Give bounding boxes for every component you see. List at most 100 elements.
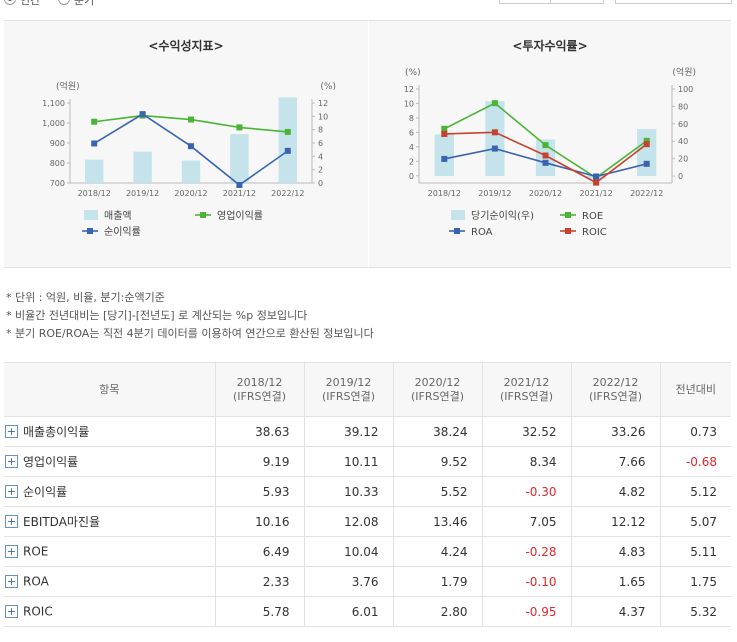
x-axis-tick-label: 2019/12	[478, 189, 511, 198]
x-axis-tick-label: 2020/12	[174, 189, 207, 198]
value-cell: 9.52	[393, 446, 483, 477]
expand-plus-icon[interactable]: +	[5, 605, 18, 619]
right-axis-tick-label: 0	[318, 179, 323, 188]
legend-line-marker	[565, 228, 571, 234]
table-row-label-cell: + ROIC	[4, 596, 216, 627]
annual-radio[interactable]	[4, 0, 16, 5]
value-cell: 32.52	[482, 416, 572, 447]
expand-plus-icon[interactable]: +	[5, 545, 18, 559]
legend-line-marker	[565, 212, 571, 218]
net-margin-point	[236, 182, 243, 188]
right-axis-tick-label: 12	[318, 99, 328, 108]
legend-label: ROIC	[582, 227, 607, 238]
table-row-label: 순이익률	[23, 485, 68, 499]
right-axis-tick-label: 60	[678, 120, 688, 129]
net-margin-point	[91, 140, 98, 147]
left-axis-tick-label: 12	[404, 85, 414, 94]
investment-return-chart-panel: <투자수익률> (%) (억원) 0 2 4 6 8 10 12 0 20 40 60 80 100 2018…	[369, 20, 731, 268]
table-row-label-cell: + 매출총이익률	[4, 416, 216, 447]
legend-line-marker	[87, 228, 93, 234]
bar-2019-12	[485, 101, 505, 177]
expand-plus-icon[interactable]: +	[5, 485, 18, 498]
legend-line-marker	[200, 212, 206, 218]
table-row-label-cell: + ROE	[4, 536, 216, 567]
left-axis-unit: (억원)	[56, 80, 80, 92]
table-row-label: ROE	[23, 544, 49, 559]
bar-2019-12	[133, 151, 152, 183]
header-year: 2019/12 (IFRS연결)	[303, 362, 394, 417]
table-row: + ROA 2.33 3.76 1.79 -0.10 1.65 1.75	[4, 566, 731, 597]
value-cell: 38.24	[393, 416, 483, 447]
note-quarter: * 분기 ROE/ROA는 직전 4분기 데이터를 이용하여 연간으로 환산된 …	[6, 327, 374, 340]
table-row-label: ROIC	[23, 604, 53, 619]
table-row: + EBITDA마진율 10.16 12.08 13.46 7.05 12.12 5.07	[4, 506, 731, 537]
left-axis-tick-label: 0	[409, 172, 414, 181]
operating-margin-point	[284, 128, 291, 135]
toolbar-select[interactable]	[615, 0, 732, 4]
table-row: + 순이익률 5.93 10.33 5.52 -0.30 4.82 5.12	[4, 476, 731, 507]
annual-radio-label: 연간	[20, 0, 41, 7]
left-axis-tick-label: 2	[409, 157, 414, 166]
header-year: 2020/12 (IFRS연결)	[392, 362, 483, 417]
value-cell: 5.93	[215, 476, 305, 507]
table-row: + ROIC 5.78 6.01 2.80 -0.95 4.37 5.32	[4, 596, 731, 627]
notes: * 단위 : 억원, 비율, 분기:순액기준 * 비율간 전년대비는 [당기]-…	[6, 289, 374, 343]
right-axis-tick-label: 2	[318, 166, 323, 175]
x-axis-tick-label: 2019/12	[126, 189, 159, 198]
x-axis-tick-label: 2018/12	[428, 189, 461, 198]
roe-point	[491, 100, 498, 107]
value-cell: 9.19	[215, 446, 305, 477]
roic-point	[542, 152, 549, 159]
quarter-radio[interactable]	[58, 0, 70, 5]
bar-2018-12	[434, 134, 454, 177]
roe-point	[441, 125, 448, 132]
value-cell: 3.76	[304, 566, 394, 597]
x-axis-tick-label: 2021/12	[223, 189, 256, 198]
right-axis-tick-label: 6	[318, 139, 323, 148]
value-cell: 4.24	[393, 536, 483, 567]
roe-point	[643, 137, 650, 144]
table-header-row: 항목 2018/12 (IFRS연결) 2019/12 (IFRS연결) 2020/…	[4, 362, 731, 417]
left-axis-tick-label: 10	[404, 99, 414, 108]
investment-return-chart: (%) (억원) 0 2 4 6 8 10 12 0 20 40 60 80 100 2018/12 2019/…	[404, 66, 696, 238]
top-controls: 연간 분기	[0, 0, 737, 8]
header-year: 2021/12 (IFRS연결)	[481, 362, 572, 417]
value-cell: 10.16	[215, 506, 305, 537]
value-cell: 1.65	[571, 566, 661, 597]
expand-plus-icon[interactable]: +	[5, 425, 18, 438]
value-cell: 12.12	[571, 506, 661, 537]
toolbar-button[interactable]	[499, 0, 551, 4]
expand-plus-icon[interactable]: +	[5, 515, 18, 528]
chart-title: <수익성지표>	[148, 39, 224, 53]
expand-plus-icon[interactable]: +	[5, 455, 18, 468]
roic-point	[593, 179, 600, 186]
value-cell: 38.63	[215, 416, 305, 447]
left-axis-tick-label: 6	[409, 128, 414, 137]
ratio-table: 항목 2018/12 (IFRS연결) 2019/12 (IFRS연결) 2020/…	[4, 362, 731, 627]
left-axis-tick-label: 700	[50, 179, 65, 188]
value-cell: -0.95	[482, 596, 572, 627]
right-axis-tick-label: 8	[318, 126, 323, 135]
value-cell: -0.10	[482, 566, 572, 597]
value-cell: 4.83	[571, 536, 661, 567]
right-axis-tick-label: 20	[678, 155, 688, 164]
value-cell: 2.80	[393, 596, 483, 627]
legend-label: 매출액	[104, 210, 132, 222]
table-row-label: EBITDA마진율	[23, 515, 101, 529]
right-axis-tick-label: 10	[318, 112, 328, 121]
quarter-radio-label: 분기	[74, 0, 95, 7]
toolbar-button[interactable]	[550, 0, 604, 4]
net-margin-point	[188, 143, 194, 150]
yoy-cell: 5.11	[660, 536, 731, 567]
value-cell: 4.37	[571, 596, 661, 627]
value-cell: 6.01	[304, 596, 394, 627]
x-axis-tick-label: 2020/12	[529, 189, 562, 198]
header-yoy: 전년대비	[659, 362, 731, 417]
table-row-label: ROA	[23, 574, 49, 589]
value-cell: 8.34	[482, 446, 572, 477]
value-cell: 10.11	[304, 446, 394, 477]
expand-plus-icon[interactable]: +	[5, 575, 18, 589]
legend-label: 순이익률	[104, 226, 141, 238]
profitability-chart-panel: <수익성지표> (억원) (%) 700 800 900 1,000 1,100 0 2 4 6 8 1…	[4, 20, 368, 268]
left-axis-tick-label: 800	[50, 159, 65, 168]
